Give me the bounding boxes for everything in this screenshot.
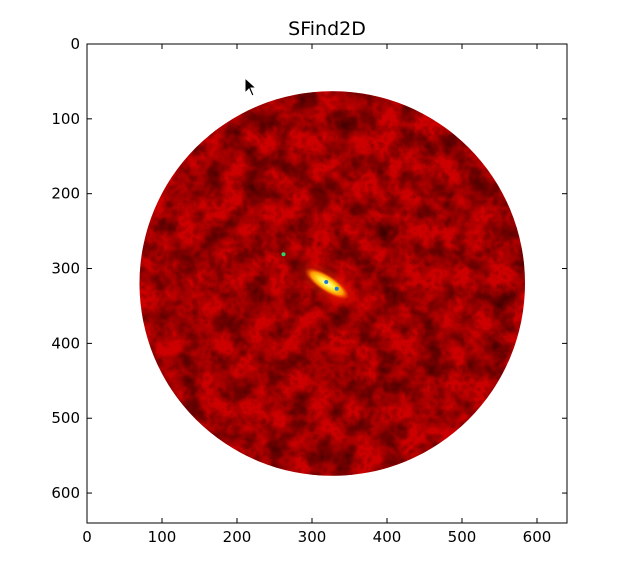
heatmap-disk (139, 91, 525, 476)
x-tick-label: 500 (448, 528, 477, 546)
mouse-pointer-icon (244, 77, 258, 97)
y-tick-label: 300 (51, 260, 80, 278)
x-tick-label: 400 (373, 528, 402, 546)
heatmap-image (139, 91, 525, 476)
plot-frame (86, 43, 568, 524)
y-tick-label: 100 (51, 110, 80, 128)
marker-point (334, 286, 339, 291)
y-tick-label: 0 (70, 35, 80, 53)
y-tick-label: 400 (51, 334, 80, 352)
x-tick-label: 300 (298, 528, 327, 546)
x-tick-label: 100 (148, 528, 177, 546)
y-tick-label: 600 (51, 484, 80, 502)
marker-point (324, 280, 329, 285)
chart-title: SFind2D (288, 18, 366, 40)
x-tick-label: 200 (223, 528, 252, 546)
y-tick-label: 500 (51, 409, 80, 427)
marker-point (281, 252, 286, 257)
y-tick-label: 200 (51, 185, 80, 203)
x-tick-label: 0 (82, 528, 92, 546)
x-tick-label: 600 (523, 528, 552, 546)
